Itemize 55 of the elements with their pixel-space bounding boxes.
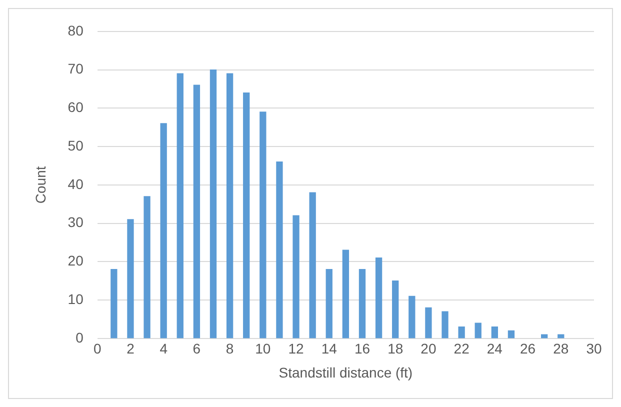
y-tick-label: 0 <box>76 329 84 346</box>
y-tick-label: 50 <box>68 137 84 154</box>
x-tick-label: 26 <box>520 340 536 357</box>
x-tick-label: 30 <box>586 340 602 357</box>
bar <box>193 84 200 338</box>
y-tick-label: 20 <box>68 252 84 269</box>
bar <box>226 73 234 338</box>
bar <box>309 192 316 338</box>
x-tick-label: 12 <box>288 340 304 357</box>
bar <box>458 326 465 338</box>
x-tick-label: 10 <box>255 340 271 357</box>
y-tick-label: 70 <box>68 60 84 77</box>
x-tick-label: 6 <box>192 340 201 357</box>
y-tick-label: 40 <box>68 176 84 192</box>
bar <box>276 162 283 338</box>
bar <box>326 268 332 338</box>
x-tick-label: 4 <box>160 340 168 357</box>
x-axis-title: Standstill distance (ft) <box>278 364 413 380</box>
x-tick-label: 18 <box>388 340 404 357</box>
x-tick-label: 0 <box>93 340 102 357</box>
y-axis-title: Count <box>32 166 48 204</box>
bar <box>508 330 515 338</box>
bar <box>408 296 416 338</box>
bar <box>210 69 217 338</box>
bar <box>243 92 250 338</box>
x-tick-label: 16 <box>354 340 370 357</box>
bar <box>160 123 167 338</box>
x-tick-label: 14 <box>321 340 338 357</box>
bar <box>110 268 118 338</box>
bar <box>127 219 134 338</box>
bar <box>541 334 548 338</box>
bar <box>375 257 382 338</box>
bar <box>292 215 300 338</box>
bar <box>144 196 150 338</box>
y-tick-label: 80 <box>68 22 84 38</box>
bar <box>558 334 564 338</box>
x-tick-label: 24 <box>486 340 503 357</box>
y-tick-label: 30 <box>68 214 84 230</box>
x-tick-label: 20 <box>420 340 436 357</box>
y-tick-label: 10 <box>68 290 84 307</box>
bar <box>392 280 399 338</box>
bar <box>425 307 432 338</box>
bar <box>358 268 366 338</box>
bar <box>491 326 498 338</box>
y-tick-label: 60 <box>68 99 84 116</box>
x-tick-label: 2 <box>126 340 135 357</box>
bar <box>342 250 350 338</box>
bar <box>260 112 266 338</box>
x-tick-label: 22 <box>454 340 470 357</box>
bar <box>474 322 482 338</box>
x-tick-label: 8 <box>226 340 234 357</box>
chart-frame: Standstill distance (ft) Count 0 2 4 6 8 10 12 14 16 18 20 22 24 26 28 30 0 10 20 30 40 50 60 70 80 <box>8 8 613 399</box>
x-tick-label: 28 <box>553 340 569 357</box>
bar <box>442 311 448 338</box>
bar <box>176 73 184 338</box>
